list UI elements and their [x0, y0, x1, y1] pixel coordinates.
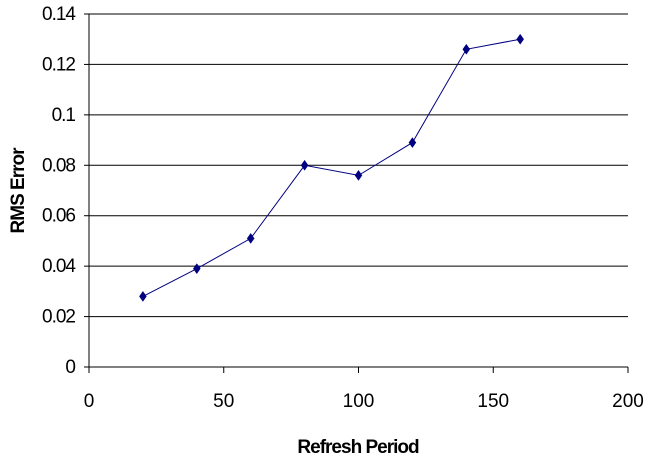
- series-line: [142, 38, 521, 297]
- y-tick-label: 0.02: [42, 307, 75, 328]
- data-point-marker: [300, 159, 309, 171]
- x-tick-label: 200: [612, 391, 644, 412]
- data-point-marker: [462, 43, 471, 55]
- y-axis-title: RMS Error: [8, 147, 29, 234]
- x-axis-title: Refresh Period: [297, 437, 419, 458]
- gridlines: [89, 13, 628, 318]
- y-tick-label: 0.12: [42, 54, 75, 75]
- data-point-marker: [354, 169, 363, 181]
- tick-labels: 0 0.02 0.04 0.06 0.08 0.1 0.12 0.14 0 50 100 150 200: [42, 4, 644, 412]
- data-point-marker: [139, 290, 147, 302]
- data-point-marker: [192, 263, 201, 275]
- x-tick-label: 100: [343, 391, 375, 412]
- y-tick-label: 0.1: [52, 105, 76, 126]
- x-tick-label: 50: [213, 391, 234, 412]
- y-tick-label: 0.08: [42, 155, 75, 176]
- y-tick-label: 0.06: [42, 206, 75, 227]
- data-point-marker: [516, 33, 525, 45]
- data-series: [139, 33, 525, 302]
- y-tick-label: 0.04: [42, 256, 76, 277]
- y-tick-label: 0.14: [42, 4, 76, 25]
- x-tick-label: 150: [477, 391, 509, 412]
- x-tick-label: 0: [84, 391, 95, 412]
- axes: [84, 13, 629, 373]
- data-point-marker: [246, 232, 255, 244]
- data-point-marker: [408, 137, 417, 149]
- y-tick-label: 0: [65, 357, 75, 378]
